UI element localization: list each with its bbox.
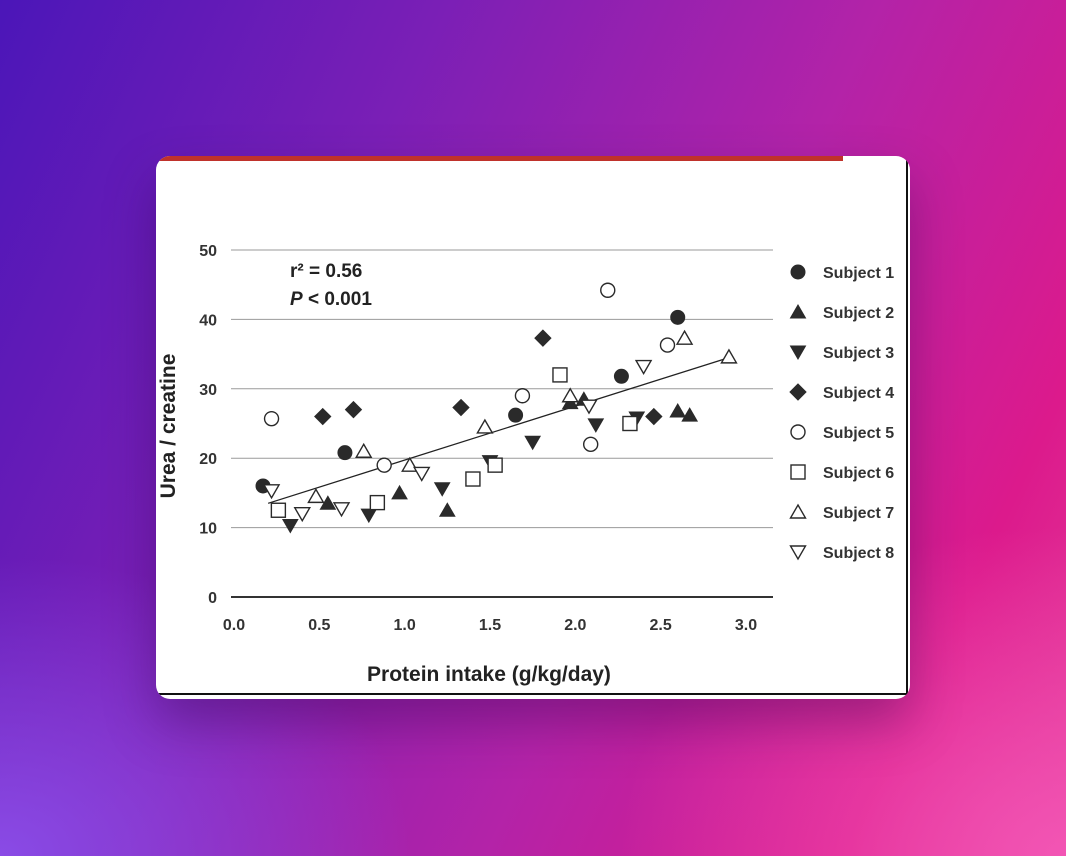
p-value-annotation: P < 0.001 <box>290 289 372 310</box>
p-label: P <box>290 289 303 310</box>
legend-marker-subject-5 <box>790 424 806 440</box>
data-point-subject-5 <box>376 457 392 473</box>
legend: Subject 1 Subject 2 Subject 3 Subject 4 Subj… <box>789 264 894 562</box>
y-tick-label: 10 <box>199 521 217 538</box>
x-axis-label: Protein intake (g/kg/day) <box>367 663 611 686</box>
y-tick-label: 20 <box>199 451 217 468</box>
y-tick-label: 40 <box>199 312 217 329</box>
data-point-subject-6 <box>552 367 568 383</box>
legend-marker-subject-1 <box>790 264 806 280</box>
legend-label: Subject 8 <box>823 545 894 562</box>
data-point-subject-7 <box>401 456 419 472</box>
data-point-subject-4 <box>534 329 552 347</box>
data-point-subject-7 <box>561 387 579 403</box>
data-point-subject-6 <box>622 415 638 432</box>
data-point-subject-6 <box>465 471 481 487</box>
data-point-subject-3 <box>433 482 451 497</box>
legend-label: Subject 6 <box>823 465 894 482</box>
accent-bar <box>156 156 843 161</box>
data-point-subject-1 <box>613 368 629 384</box>
data-point-subject-5 <box>659 337 676 353</box>
data-point-subject-7 <box>307 487 325 504</box>
r-squared-annotation: r² = 0.56 <box>290 261 362 282</box>
data-point-subject-3 <box>524 435 542 451</box>
legend-marker-subject-6 <box>790 464 806 480</box>
y-axis-label: Urea / creatine <box>157 354 180 499</box>
data-point-subject-1 <box>337 445 353 461</box>
y-tick-labels: 0 10 20 30 40 50 <box>199 243 217 607</box>
data-point-subject-8 <box>634 359 653 375</box>
data-point-subject-7 <box>476 418 494 434</box>
legend-marker-subject-3 <box>789 345 807 361</box>
data-point-subject-8 <box>413 466 431 482</box>
data-point-subject-3 <box>360 508 378 524</box>
p-value: < 0.001 <box>303 289 373 310</box>
data-point-subject-3 <box>281 519 299 534</box>
legend-label: Subject 4 <box>823 385 894 402</box>
legend-marker-subject-4 <box>789 383 807 401</box>
data-point-subject-5 <box>263 410 280 427</box>
legend-label: Subject 2 <box>823 305 894 322</box>
x-tick-label: 0.5 <box>308 617 330 634</box>
data-point-subject-2 <box>438 502 456 517</box>
data-point-subject-2 <box>669 403 687 418</box>
data-point-subject-2 <box>391 484 408 500</box>
data-point-subject-7 <box>675 329 694 345</box>
data-point-subject-6 <box>487 457 503 473</box>
x-tick-label: 0.0 <box>223 617 245 634</box>
data-point-subject-4 <box>344 400 363 419</box>
data-point-subject-1 <box>670 309 686 325</box>
x-tick-label: 1.0 <box>394 617 416 634</box>
data-point-subject-5 <box>582 436 599 453</box>
y-tick-label: 0 <box>208 590 217 607</box>
data-point-subject-8 <box>262 484 281 500</box>
legend-marker-subject-7 <box>789 503 807 519</box>
legend-label: Subject 1 <box>823 265 894 282</box>
data-points <box>255 282 738 534</box>
x-tick-label: 2.0 <box>564 617 586 634</box>
legend-marker-subject-2 <box>789 303 807 319</box>
data-point-subject-6 <box>369 494 386 511</box>
data-point-subject-2 <box>681 407 699 422</box>
scatter-chart: 0 10 20 30 40 50 0.0 0.5 1.0 1.5 2.0 2.5 3.0 Subjec… <box>156 156 910 699</box>
data-point-subject-4 <box>452 398 470 417</box>
data-point-subject-7 <box>720 348 738 364</box>
data-point-subject-7 <box>354 442 373 458</box>
regression-line <box>267 356 730 504</box>
legend-label: Subject 5 <box>823 425 894 442</box>
legend-marker-subject-8 <box>789 545 807 561</box>
data-point-subject-5 <box>600 282 616 298</box>
y-tick-label: 30 <box>199 382 217 399</box>
data-point-subject-4 <box>314 407 332 426</box>
data-point-subject-3 <box>587 418 605 433</box>
x-tick-label: 1.5 <box>479 617 501 634</box>
x-tick-labels: 0.0 0.5 1.0 1.5 2.0 2.5 3.0 <box>223 617 757 634</box>
regression-line-group <box>267 356 730 504</box>
data-point-subject-8 <box>580 399 598 415</box>
x-tick-label: 2.5 <box>650 617 672 634</box>
data-point-subject-5 <box>514 388 531 404</box>
y-tick-label: 50 <box>199 243 217 260</box>
data-point-subject-6 <box>270 502 287 518</box>
x-tick-label: 3.0 <box>735 617 757 634</box>
legend-label: Subject 7 <box>823 505 894 522</box>
data-point-subject-4 <box>645 407 663 426</box>
data-point-subject-8 <box>293 507 311 523</box>
data-point-subject-1 <box>508 407 524 423</box>
chart-card: 0 10 20 30 40 50 0.0 0.5 1.0 1.5 2.0 2.5 3.0 Subjec… <box>156 156 910 699</box>
legend-label: Subject 3 <box>823 345 894 362</box>
data-point-subject-8 <box>332 502 351 518</box>
